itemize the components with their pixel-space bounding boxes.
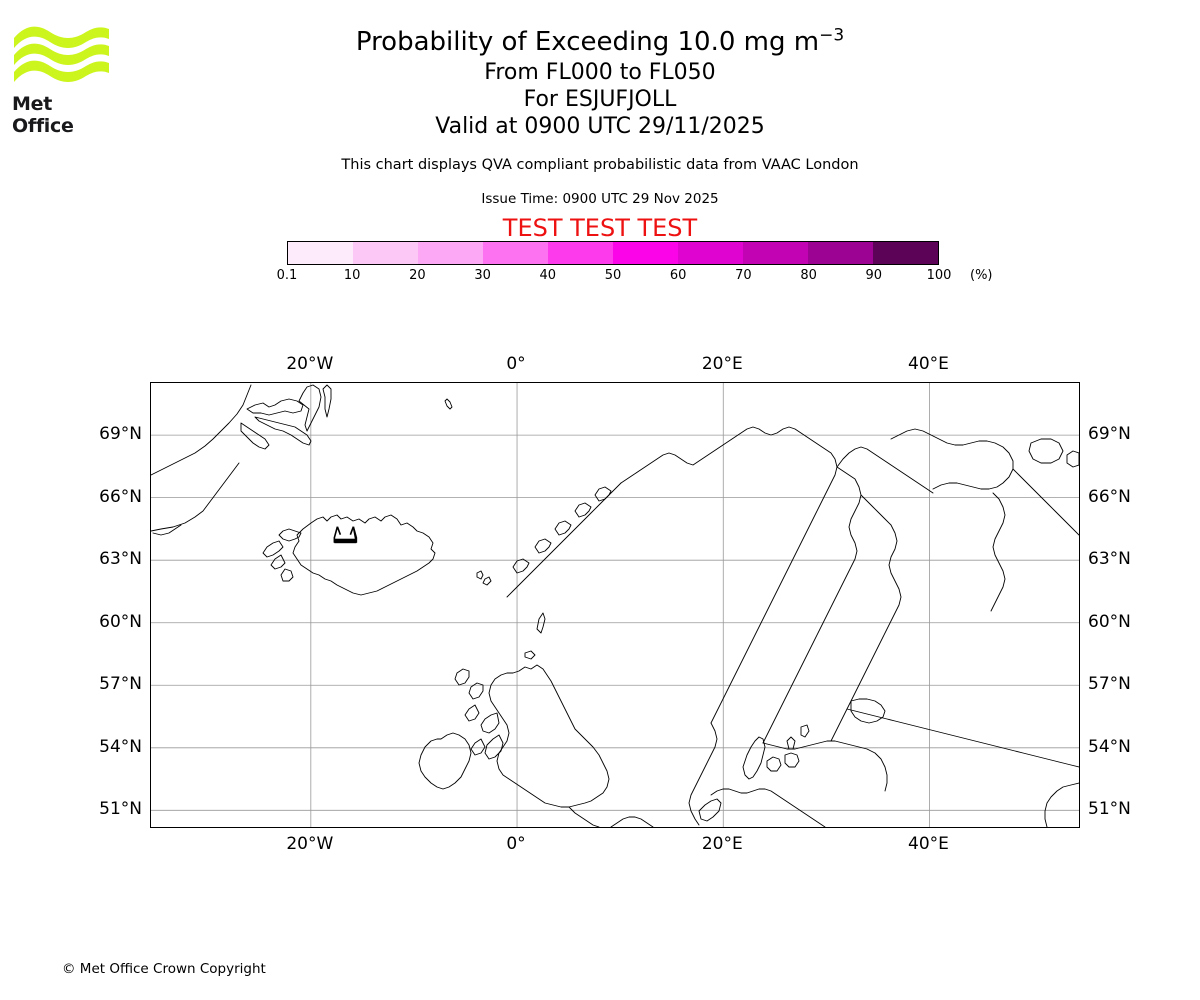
lat-label-right-66: 66°N — [1088, 486, 1131, 507]
lon-label-bottom-40: 40°E — [908, 834, 949, 854]
lat-label-right-63: 63°N — [1088, 549, 1131, 570]
lat-label-right-57: 57°N — [1088, 674, 1131, 695]
map-panel: 20°W 0° 20°E 40°E 20°W 0° 20°E 40°E 69°N 66°N 63… — [99, 354, 1131, 854]
colorbar-tick-90: 90 — [865, 268, 883, 283]
volcano-marker-icon — [333, 526, 358, 544]
flight-level-line: From FL000 to FL050 — [484, 60, 716, 85]
colorbar-bands — [287, 241, 939, 265]
copyright-notice: © Met Office Crown Copyright — [62, 961, 266, 977]
colorbar-tick-80: 80 — [800, 268, 817, 283]
colorbar-tick-60: 60 — [669, 268, 687, 283]
colorbar-band-2 — [418, 242, 483, 264]
page-title: Probability of Exceeding 10.0 mg m−3 — [0, 26, 1200, 59]
volcano-base — [334, 538, 357, 544]
volcano-glyph — [333, 526, 358, 543]
probability-colorbar — [287, 241, 939, 265]
qva-compliance-note: This chart displays QVA compliant probab… — [341, 157, 859, 173]
page-title-text: Probability of Exceeding 10.0 mg m — [355, 27, 820, 57]
colorbar-band-1 — [353, 242, 418, 264]
colorbar-tick-100: 100 — [926, 268, 952, 283]
lat-label-left-51: 51°N — [99, 799, 142, 820]
colorbar-band-9 — [873, 242, 938, 264]
lon-label-bottom-20: 20°E — [701, 834, 743, 854]
lon-label-top--20: 20°W — [286, 354, 334, 374]
colorbar-band-4 — [548, 242, 613, 264]
logo-text: Met Office — [12, 93, 74, 137]
map-frame[interactable] — [150, 382, 1080, 828]
colorbar-band-8 — [808, 242, 873, 264]
lat-label-left-63: 63°N — [99, 549, 142, 570]
colorbar-tick-0.1: 0.1 — [276, 268, 298, 283]
lat-label-right-54: 54°N — [1088, 736, 1131, 757]
lat-label-right-69: 69°N — [1088, 424, 1131, 445]
issue-time-label: Issue Time: 0900 UTC 29 Nov 2025 — [481, 191, 719, 207]
test-banner: TEST TEST TEST — [502, 214, 698, 242]
colorbar-tick-labels: 0.1 10 20 30 40 50 60 70 80 90 100 — [277, 268, 952, 288]
page-title-exponent: −3 — [819, 25, 845, 46]
map-canvas — [151, 383, 1079, 827]
lon-label-bottom--20: 20°W — [286, 834, 334, 854]
lat-label-left-69: 69°N — [99, 424, 142, 445]
volcano-name-line: For ESJUFJOLL — [523, 87, 677, 112]
lat-label-right-51: 51°N — [1088, 799, 1131, 820]
valid-time-line: Valid at 0900 UTC 29/11/2025 — [435, 114, 765, 139]
colorbar-tick-70: 70 — [735, 268, 752, 283]
colorbar-units-label: (%) — [970, 268, 993, 283]
lat-label-left-60: 60°N — [99, 611, 142, 632]
met-office-logo: Met Office — [12, 22, 112, 137]
lon-label-bottom-0: 0° — [506, 834, 526, 854]
colorbar-band-3 — [483, 242, 548, 264]
colorbar-tick-30: 30 — [474, 268, 491, 283]
colorbar-band-5 — [613, 242, 678, 264]
lon-label-top-40: 40°E — [908, 354, 949, 374]
colorbar-tick-40: 40 — [539, 268, 557, 283]
colorbar-tick-50: 50 — [604, 268, 622, 283]
colorbar-tick-20: 20 — [409, 268, 426, 283]
lat-label-left-57: 57°N — [99, 674, 142, 695]
lon-label-top-0: 0° — [506, 354, 526, 374]
lon-label-top-20: 20°E — [701, 354, 743, 374]
colorbar-tick-10: 10 — [343, 268, 361, 283]
lat-label-right-60: 60°N — [1088, 611, 1131, 632]
chart-title-block: Probability of Exceeding 10.0 mg m−3 Fro… — [0, 26, 1200, 140]
colorbar-band-7 — [743, 242, 808, 264]
coastlines — [151, 384, 1079, 827]
lat-label-left-54: 54°N — [99, 736, 142, 757]
logo-wave-mark — [14, 26, 109, 82]
map-gridlines — [151, 383, 1079, 827]
colorbar-band-6 — [678, 242, 743, 264]
colorbar-band-0 — [288, 242, 353, 264]
lat-label-left-66: 66°N — [99, 486, 142, 507]
